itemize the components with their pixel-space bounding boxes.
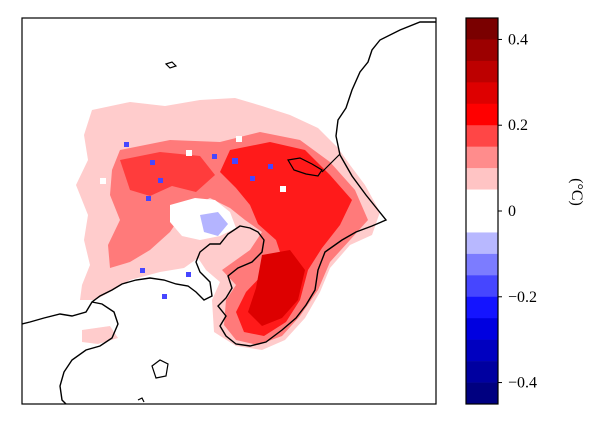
colorbar-bin (466, 168, 498, 190)
colorbar-bin (466, 318, 498, 340)
izu-peninsula-coast (59, 301, 119, 404)
colorbar-tick-label: −0.4 (508, 375, 537, 392)
cooling-cells (124, 142, 273, 299)
warming-area-strong (220, 142, 352, 336)
colorbar-bin (466, 82, 498, 105)
colorbar-bin (466, 382, 498, 405)
colorbar-bin (466, 296, 498, 319)
white-cells (100, 136, 286, 192)
colorbar-bin (466, 39, 498, 62)
colorbar-bin (466, 60, 498, 83)
colorbar-tick-label: −0.2 (508, 289, 537, 306)
colorbar-tick-label: 0 (508, 203, 516, 220)
colorbar-bin (466, 339, 498, 362)
river-outline (321, 153, 341, 173)
warming-area-strong-peninsula (248, 250, 305, 326)
colorbar-bin (466, 125, 498, 147)
cooling-area (200, 212, 228, 236)
colorbar-bin (466, 146, 498, 169)
colorbar-bin (466, 103, 498, 126)
colorbar-tick-label: 0.2 (508, 117, 528, 134)
map-panel (22, 21, 436, 404)
colorbar-bin (466, 189, 498, 212)
colorbar: 0.4 0.2 0 −0.2 −0.4 (°C) (465, 17, 585, 405)
map-frame-border (21, 17, 437, 405)
colorbar-unit-label: (°C) (568, 178, 585, 206)
colorbar-bin (466, 232, 498, 255)
lake-outline (287, 157, 323, 177)
colorbar-bin (466, 18, 498, 40)
warming-area-strong-west (120, 152, 215, 196)
colorbar-tick-label: 0.4 (508, 31, 528, 48)
colorbar-bin (466, 361, 498, 383)
island-outline (151, 359, 169, 379)
colorbar-bin (466, 253, 498, 276)
coastline (22, 21, 436, 347)
small-island-outline (164, 61, 178, 69)
colorbar-bin (466, 211, 498, 233)
tiny-island-outline (137, 397, 145, 403)
colorbar-bin (466, 275, 498, 298)
